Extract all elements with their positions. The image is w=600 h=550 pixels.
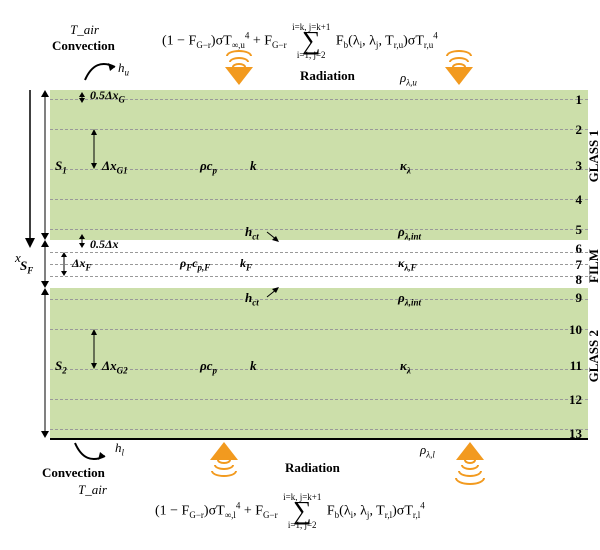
hu-label: hu [118,60,129,78]
convection-bot: Convection [42,465,105,481]
hl-label: hl [115,440,124,458]
dash [50,169,588,170]
k-g2: k [250,358,257,374]
row-num: 5 [576,222,583,238]
bottom-equation: (1 − FG−r)σT∞,l4 + FG−r i=k, j=k+1 ∑ i=1… [155,492,425,530]
dash [50,264,588,265]
row-num: 6 [576,241,583,257]
s1-span [38,90,52,245]
dash [50,229,588,230]
dash [50,299,588,300]
hct-arrow2 [265,285,281,304]
glass2-layer [50,288,588,438]
rhocp-g2: ρcp [200,358,217,376]
rho-bot: ρλ,l [420,442,435,460]
row-num: 8 [576,272,583,288]
dxg2-arrow [88,329,100,374]
row-num: 7 [576,257,583,273]
halfdx-label: 0.5Δx [90,237,119,252]
diagram-canvas: T_air Convection hu (1 − FG−r)σT∞,u4 + F… [0,0,600,550]
dash [50,329,588,330]
dash [50,252,588,253]
dxf-arrow [58,252,70,281]
sf-label: SF [20,258,33,276]
halfdxg-label: 0.5ΔxG [90,88,125,104]
s2-span [38,288,52,443]
rhoint-top: ρλ,int [398,224,421,242]
row-num: 2 [576,122,583,138]
film-vlabel: FILM [586,249,600,283]
hct-arrow1 [265,230,281,249]
halfdx-arrow [76,234,88,253]
k-g1: k [250,158,257,174]
top-equation: (1 − FG−r)σT∞,u4 + FG−r i=k, j=k+1 ∑ i=1… [162,22,438,60]
halfdxg-arrow [76,90,88,108]
row-num: 11 [570,358,582,374]
hct-bot: hct [245,290,259,308]
sf-span [38,240,52,293]
glass2-vlabel: GLASS 2 [586,330,600,382]
dxg1-arrow [88,129,100,174]
row-num: 1 [576,92,583,108]
convection-top: Convection [52,38,115,54]
rhoint-bot: ρλ,int [398,290,421,308]
row-num: 3 [576,158,583,174]
row-num: 13 [569,426,582,442]
dxf-label: ΔxF [72,256,92,272]
dxg1-label: ΔxG1 [102,158,128,176]
rhofcpf: ρFcp,F [180,256,210,272]
dash [50,129,588,130]
radiation-bot: Radiation [285,460,340,476]
radiation-top: Radiation [300,68,355,84]
radiation-arrow-bot-1 [210,442,238,477]
dash [50,429,588,430]
radiation-arrow-top-2 [445,50,473,85]
bottom-border [50,438,588,440]
dash [50,99,588,100]
s1-label: S1 [55,158,67,176]
glass1-layer [50,90,588,240]
kappa-g1: κλ [400,158,411,176]
s2-label: S2 [55,358,67,376]
rhocp-g1: ρcp [200,158,217,176]
row-num: 4 [576,192,583,208]
glass1-vlabel: GLASS 1 [586,130,600,182]
dash [50,369,588,370]
t-air-bot: T_air [78,482,107,498]
radiation-arrow-bot-2 [455,442,485,485]
kf: kF [240,256,252,272]
dash [50,276,588,277]
dash [50,199,588,200]
kappa-g2: κλ [400,358,411,376]
dash [50,399,588,400]
row-num: 9 [576,290,583,306]
row-num: 12 [569,392,582,408]
t-air-top: T_air [70,22,99,38]
rho-top: ρλ,u [400,70,417,88]
dxg2-label: ΔxG2 [102,358,128,376]
radiation-arrow-top-1 [225,50,253,85]
kappaf: κλ,F [398,256,417,272]
row-num: 10 [569,322,582,338]
x-axis [20,90,40,255]
hct-top: hct [245,224,259,242]
